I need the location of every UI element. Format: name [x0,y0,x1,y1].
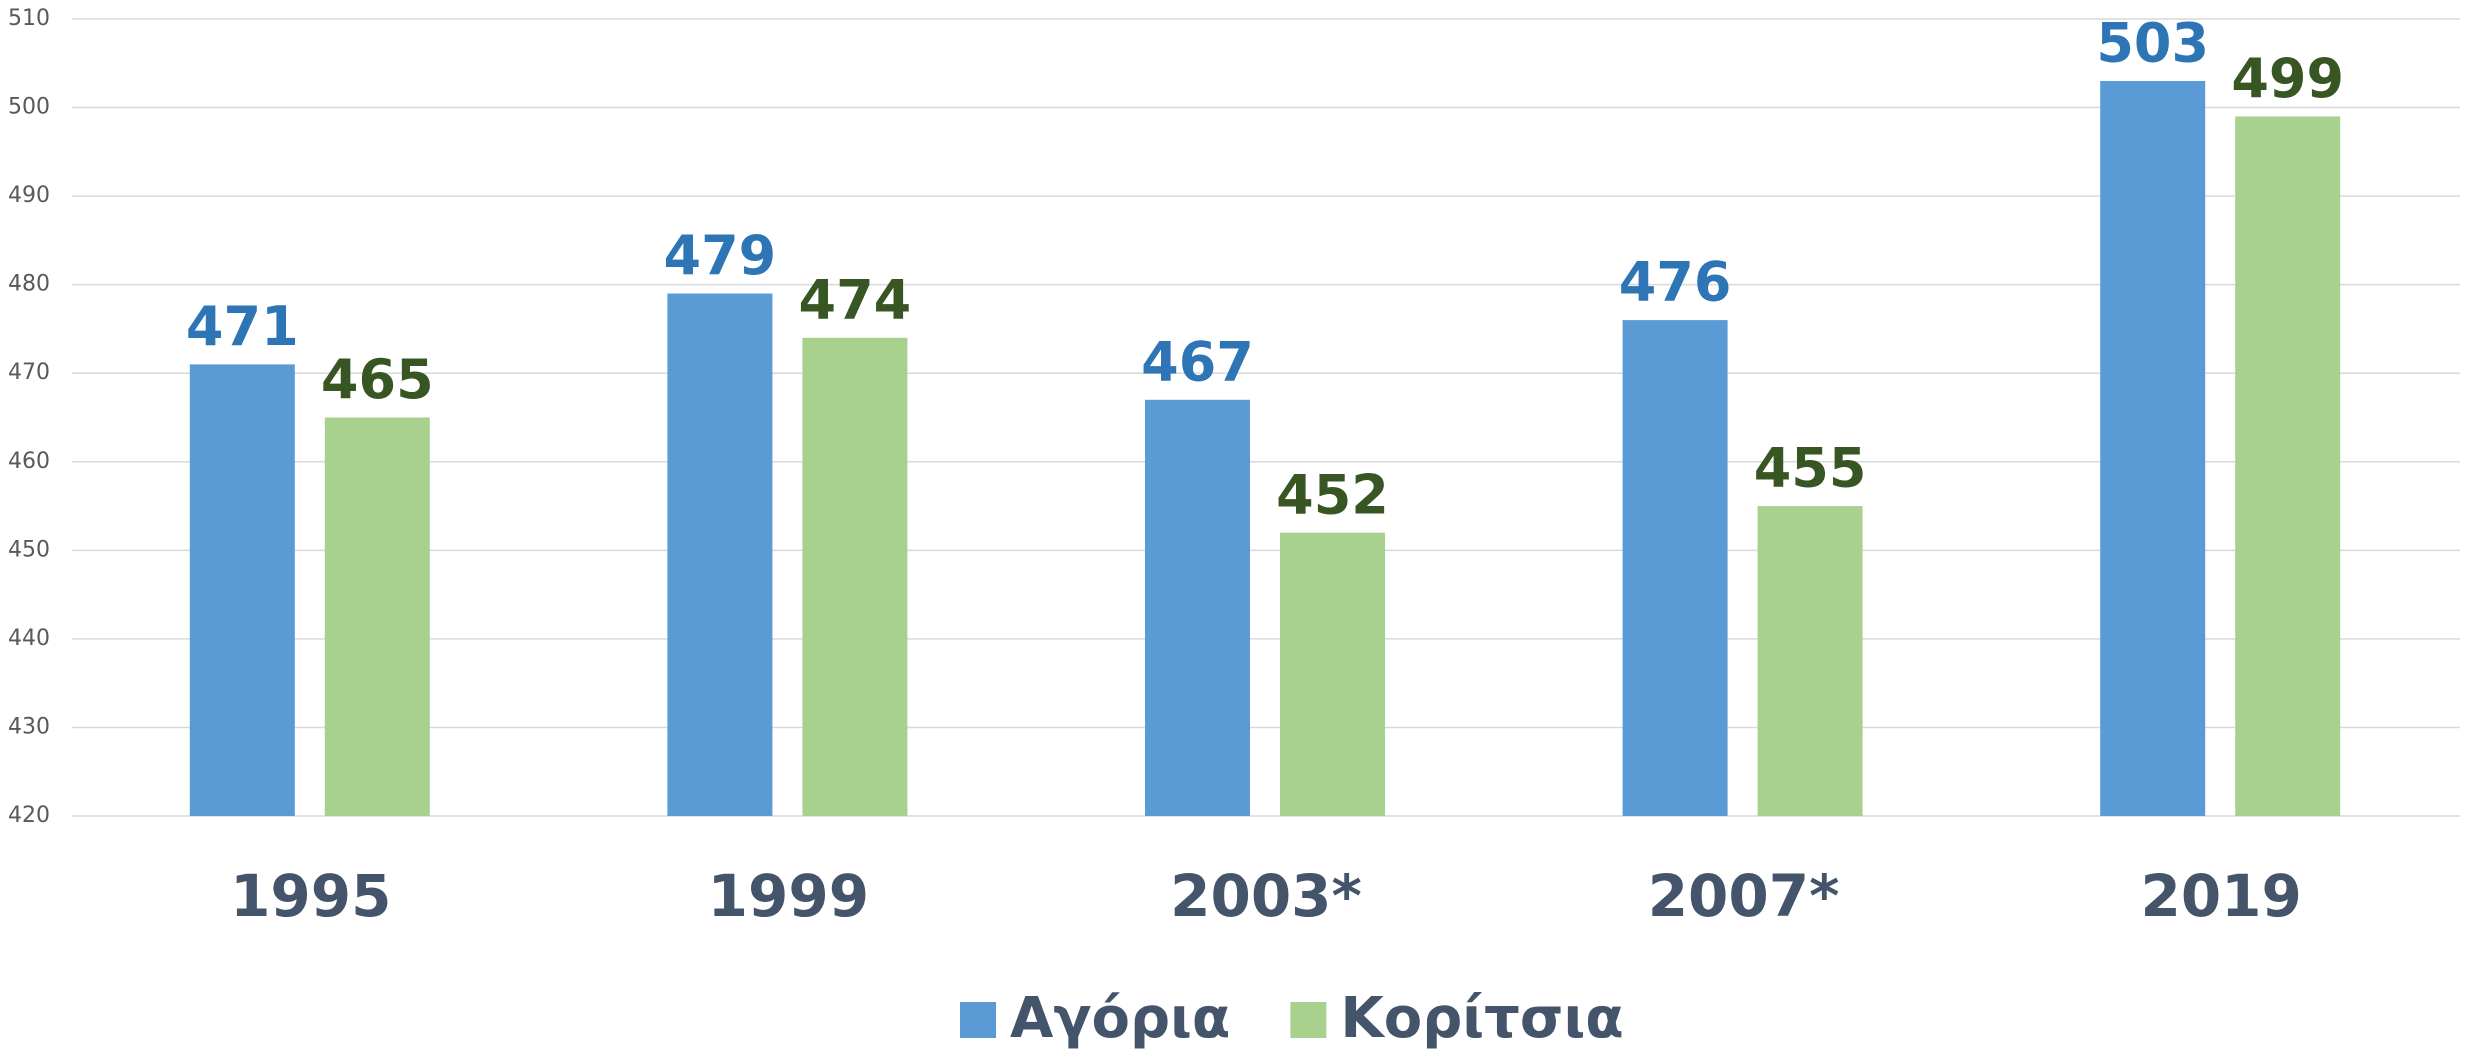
x-tick-label: 2019 [2140,862,2301,930]
y-tick-label: 470 [8,360,50,385]
bar [2100,80,2206,816]
data-label: 455 [1754,437,1867,500]
bar [802,337,908,816]
legend-swatch [1290,1002,1327,1038]
bar [667,293,773,816]
x-tick-label: 1995 [230,862,391,930]
bar [1145,399,1250,816]
y-tick-label: 460 [8,449,50,474]
legend-label: Αγόρια [1010,986,1230,1051]
data-label: 467 [1141,330,1254,393]
x-tick-label: 2003* [1170,862,1362,930]
bar [189,364,295,816]
x-tick-label: 2007* [1648,862,1840,930]
y-tick-label: 480 [8,272,50,297]
y-tick-label: 500 [8,95,50,120]
data-label: 465 [321,348,434,411]
data-label: 452 [1276,463,1389,526]
legend-swatch [960,1002,996,1038]
data-label: 499 [2231,47,2344,110]
y-tick-label: 450 [8,537,50,562]
bar [1757,506,1863,816]
bar [1622,320,1728,816]
y-tick-label: 510 [8,6,50,31]
y-tick-label: 430 [8,714,50,739]
bar [2235,116,2341,816]
data-label: 503 [2096,12,2209,75]
bar [324,417,430,816]
legend-label: Κορίτσια [1340,986,1623,1051]
data-label: 471 [186,295,299,358]
x-tick-label: 1999 [708,862,869,930]
data-label: 474 [799,268,912,331]
y-tick-label: 420 [8,803,50,828]
y-tick-label: 490 [8,183,50,208]
data-label: 476 [1619,251,1732,314]
bar [1280,532,1385,816]
data-label: 479 [664,224,777,287]
y-tick-label: 440 [8,626,50,651]
